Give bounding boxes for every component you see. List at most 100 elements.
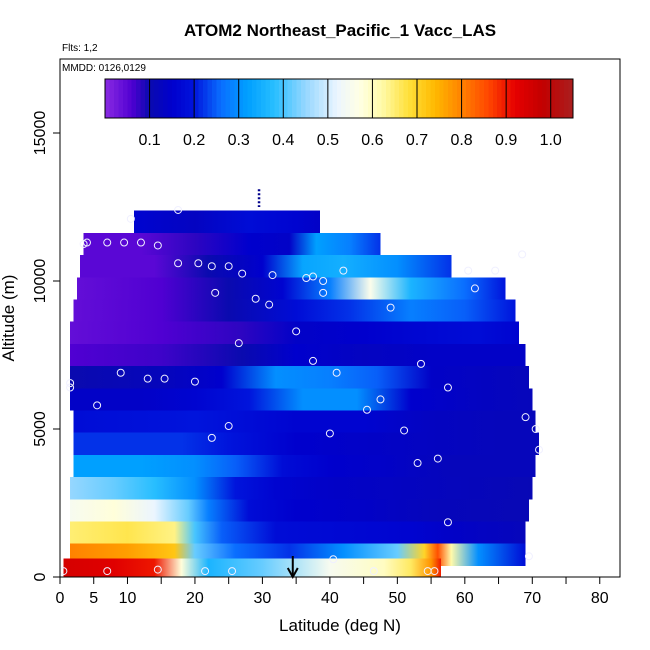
colorbar-segment: [363, 79, 369, 118]
colorbar-segment: [350, 79, 356, 118]
observation-point: [413, 459, 422, 468]
colorbar-segment: [461, 79, 467, 118]
colorbar-segment: [305, 79, 311, 118]
colorbar-segment: [301, 79, 307, 118]
colorbar-segment: [523, 79, 530, 118]
colorbar-segment: [403, 79, 409, 118]
colorbar-segment: [225, 79, 231, 118]
colorbar-segment: [537, 79, 543, 118]
colorbar-segment: [367, 79, 374, 118]
observation-point: [524, 552, 533, 561]
colorbar-segment: [278, 79, 284, 118]
chart-title: ATOM2 Northeast_Pacific_1 Vacc_LAS: [184, 21, 496, 40]
colorbar-segment: [394, 79, 400, 118]
colorbar-segment: [417, 79, 423, 118]
colorbar-segment: [198, 79, 204, 118]
observation-point: [79, 240, 88, 248]
x-tick-label: 70: [523, 590, 541, 607]
colorbar-segment: [359, 79, 365, 118]
observation-point: [238, 269, 247, 278]
colorbar-segment: [568, 79, 574, 118]
colorbar-segment: [425, 79, 431, 118]
observation-point: [416, 359, 425, 368]
observation-point: [443, 383, 452, 392]
colorbar-segment: [229, 79, 235, 118]
colorbar-tick-label: 0.4: [272, 132, 294, 149]
colorbar-segment: [336, 79, 342, 118]
observation-point: [251, 294, 260, 303]
colorbar-segment: [332, 79, 338, 118]
colorbar-segment: [372, 79, 378, 118]
observation-point: [309, 356, 318, 365]
y-tick-label: 10000: [32, 259, 49, 304]
colorbar-segment: [265, 79, 271, 118]
x-tick-label: 40: [321, 590, 339, 607]
observation-point: [464, 266, 473, 275]
colorbar-segment: [341, 79, 347, 118]
observation-point: [332, 368, 341, 377]
observation-point: [207, 262, 216, 271]
x-tick-label: 60: [456, 590, 474, 607]
colorbar-segment: [176, 79, 182, 118]
colorbar-segment: [238, 79, 244, 118]
colorbar-segment: [269, 79, 275, 118]
colorbar-segment: [323, 79, 329, 118]
colorbar-segment: [515, 79, 521, 118]
observation-point: [470, 284, 479, 293]
heatmap-band: [70, 388, 533, 411]
heatmap-band: [73, 410, 536, 433]
observation-point: [234, 339, 243, 348]
colorbar-segment: [140, 79, 146, 118]
colorbar-segment: [434, 79, 440, 118]
colorbar-segment: [252, 79, 258, 118]
colorbar-segment: [287, 79, 293, 118]
colorbar-segment: [314, 79, 320, 118]
observation-point: [521, 413, 530, 422]
observation-point: [66, 383, 75, 392]
observation-point: [531, 425, 540, 433]
observation-point: [329, 555, 338, 564]
colorbar-tick-label: 0.3: [228, 132, 250, 149]
colorbar-tick-label: 1.0: [540, 132, 562, 149]
heatmap-band: [70, 477, 533, 500]
colorbar-segment: [448, 79, 454, 118]
colorbar-segment: [118, 79, 124, 118]
observation-point: [136, 238, 145, 247]
colorbar-segment: [546, 79, 552, 118]
observation-point: [319, 288, 328, 297]
colorbar-segment: [412, 79, 418, 118]
colorbar-segment: [541, 79, 547, 118]
observation-point: [174, 259, 183, 268]
colorbar-segment: [247, 79, 253, 118]
colorbar-segment: [327, 79, 333, 118]
colorbar-segment: [488, 79, 494, 118]
colorbar-segment: [439, 79, 445, 118]
colorbar-segment: [443, 79, 449, 118]
colorbar-segment: [532, 79, 538, 118]
colorbar-segment: [145, 79, 151, 118]
colorbar-tick-label: 0.6: [361, 132, 383, 149]
x-tick-label: 80: [591, 590, 609, 607]
colorbar-segment: [506, 79, 512, 118]
observation-point: [153, 565, 162, 574]
axes: 0 5 10 20 30 40 50 60 70 80 0 5000 10000 15000: [32, 111, 609, 607]
observation-point: [376, 395, 385, 404]
observation-point: [66, 379, 75, 388]
heatmap-band: [70, 521, 526, 544]
observation-point: [535, 445, 544, 454]
colorbar-segment: [180, 79, 186, 118]
colorbar-segment: [296, 79, 302, 118]
heatmap-band: [70, 321, 519, 344]
observation-point: [386, 303, 395, 312]
observation-point: [339, 266, 348, 275]
y-tick-label: 15000: [32, 111, 49, 156]
heatmap-area: [63, 189, 540, 577]
heatmap-band: [73, 299, 516, 322]
observation-point: [265, 300, 274, 309]
observation-point: [207, 433, 216, 442]
colorbar-segment: [243, 79, 249, 118]
colorbar-segment: [510, 79, 516, 118]
observation-point: [211, 288, 220, 297]
y-tick-label: 5000: [32, 411, 49, 447]
x-tick-label: 20: [186, 590, 204, 607]
